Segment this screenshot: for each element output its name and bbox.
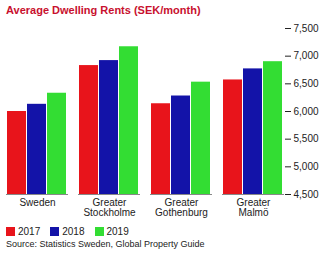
svg-text:7,000: 7,000 — [294, 50, 319, 61]
svg-text:6,500: 6,500 — [294, 78, 319, 89]
svg-text:5,500: 5,500 — [294, 133, 319, 144]
html-text:2019: 2019 — [106, 226, 129, 237]
svg-text:Sweden: Sweden — [19, 197, 55, 208]
svg-text:7,500: 7,500 — [294, 23, 319, 34]
svg-text:GreaterGothenburg: GreaterGothenburg — [155, 197, 208, 218]
svg-text:5,000: 5,000 — [294, 161, 319, 172]
svg-text:4,500: 4,500 — [294, 189, 319, 200]
svg-text:GreaterMalmö: GreaterMalmö — [237, 197, 272, 218]
svg-text:GreaterStockholme: GreaterStockholme — [83, 197, 136, 218]
html-text:Average Dwelling Rents (SEK/mo: Average Dwelling Rents (SEK/month) — [6, 4, 201, 16]
html-text:2018: 2018 — [62, 226, 85, 237]
html-text:Source: Statistics Sweden, Glo: Source: Statistics Sweden, Global Proper… — [6, 239, 205, 249]
html-text:2017: 2017 — [18, 226, 41, 237]
svg-text:6,000: 6,000 — [294, 106, 319, 117]
